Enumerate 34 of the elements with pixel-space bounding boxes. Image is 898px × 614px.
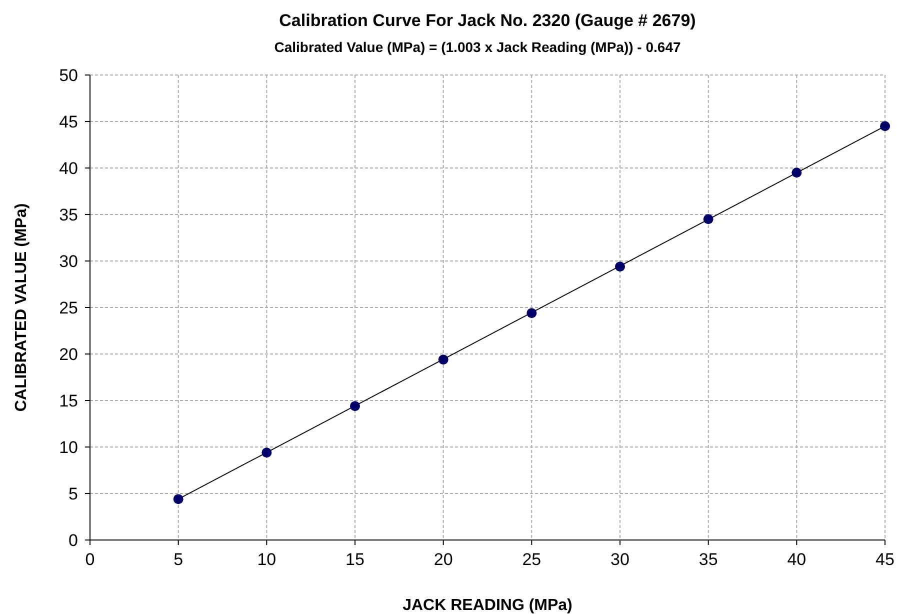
x-tick-label: 5 — [174, 550, 184, 569]
x-tick-label: 15 — [346, 550, 364, 569]
y-tick-label: 40 — [59, 159, 78, 178]
y-tick-label: 50 — [59, 66, 78, 85]
point — [262, 448, 272, 458]
chart-subtitle: Calibrated Value (MPa) = (1.003 x Jack Reading (MPa)) - 0.647 — [274, 39, 681, 55]
x-tick-label: 30 — [610, 550, 630, 569]
x-tick-label: 40 — [787, 550, 806, 569]
point — [792, 168, 802, 178]
x-tick-label: 10 — [257, 550, 276, 569]
point — [703, 214, 714, 224]
point — [880, 121, 890, 132]
x-tick-label: 35 — [698, 550, 718, 569]
chart-title: Calibration Curve For Jack No. 2320 (Gauge # 2679) — [279, 11, 696, 30]
y-tick-label: 30 — [59, 252, 78, 271]
x-axis-title: JACK READING (MPa) — [402, 597, 572, 614]
y-tick-label: 45 — [59, 112, 78, 132]
y-tick-label: 0 — [68, 531, 78, 550]
y-tick-label: 25 — [59, 298, 78, 318]
point — [438, 354, 448, 365]
x-tick-label: 0 — [85, 550, 95, 569]
y-tick-label: 20 — [59, 345, 78, 364]
x-tick-label: 45 — [876, 550, 894, 569]
point — [173, 494, 184, 504]
y-tick-label: 35 — [59, 206, 78, 224]
y-tick-label: 10 — [59, 438, 78, 457]
y-tick-label: 15 — [59, 392, 78, 410]
point — [350, 401, 360, 412]
point — [526, 308, 537, 318]
x-tick-label: 20 — [434, 550, 453, 569]
y-axis-title: CALIBRATED VALUE (MPa) — [13, 203, 30, 412]
y-tick-label: 5 — [68, 484, 78, 504]
x-tick-label: 25 — [522, 550, 542, 569]
point — [615, 262, 625, 272]
